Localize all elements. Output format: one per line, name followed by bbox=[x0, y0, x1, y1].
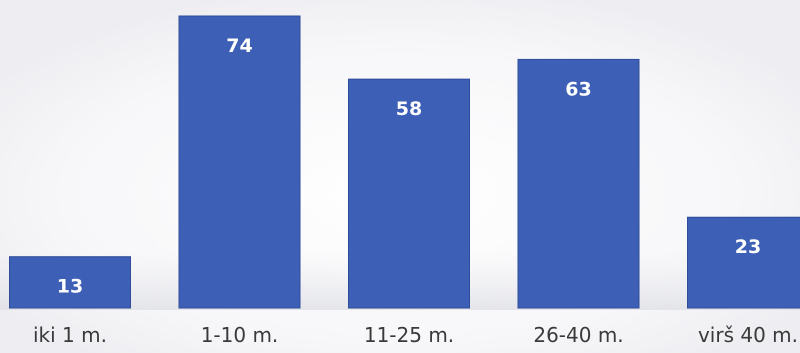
bar-2 bbox=[348, 78, 470, 309]
bar-0 bbox=[9, 256, 131, 309]
data-label-0: 13 bbox=[57, 276, 83, 298]
labels-layer: 13 iki 1 m. 74 1-10 m. 58 11-25 m. 63 26-40 m. 2… bbox=[33, 35, 798, 347]
data-label-3: 63 bbox=[565, 78, 591, 100]
data-label-2: 58 bbox=[396, 98, 422, 120]
category-label-4: virš 40 m. bbox=[698, 323, 798, 347]
bar-4 bbox=[687, 216, 800, 309]
bar-3 bbox=[517, 58, 640, 309]
data-label-1: 74 bbox=[226, 35, 252, 57]
bars-layer bbox=[9, 15, 800, 309]
category-label-1: 1-10 m. bbox=[201, 323, 279, 347]
data-label-4: 23 bbox=[735, 236, 761, 258]
category-label-0: iki 1 m. bbox=[33, 323, 107, 347]
category-label-2: 11-25 m. bbox=[364, 323, 454, 347]
bar-1 bbox=[178, 15, 301, 309]
category-label-3: 26-40 m. bbox=[533, 323, 623, 347]
